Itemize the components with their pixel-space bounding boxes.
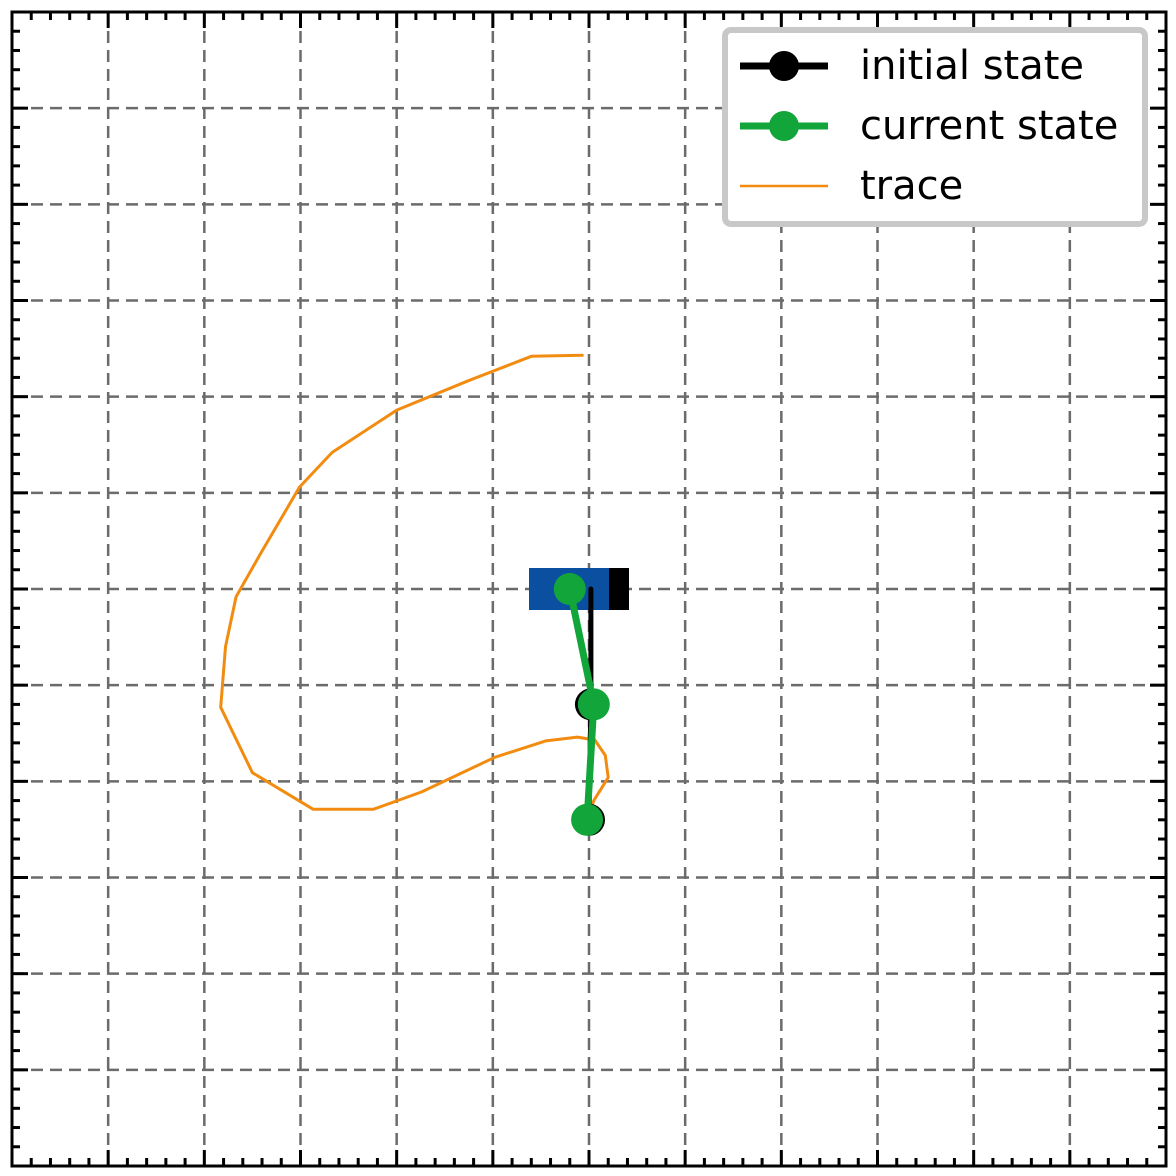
- legend-entry-trace: trace: [740, 163, 963, 209]
- series-line-trace: [219, 353, 610, 821]
- legend-marker-current-state: [769, 111, 799, 141]
- legend-box: [722, 27, 1148, 227]
- series-point-current-state-pivot: [553, 573, 586, 605]
- series-point-current-state: [577, 688, 610, 721]
- legend-entry-current-state: current state: [740, 103, 1118, 149]
- series: [219, 353, 610, 836]
- cart-wheel: [609, 568, 629, 610]
- legend-label-trace: trace: [860, 163, 963, 209]
- legend-label-current-state: current state: [860, 103, 1118, 149]
- axes-frame: [10, 10, 1168, 1168]
- legend-entry-initial-state: initial state: [740, 43, 1084, 89]
- legend-label-initial-state: initial state: [860, 43, 1084, 89]
- legend-marker-initial-state: [769, 51, 799, 81]
- series-point-current-state: [571, 803, 604, 836]
- legend: initial state current state trace: [722, 27, 1148, 227]
